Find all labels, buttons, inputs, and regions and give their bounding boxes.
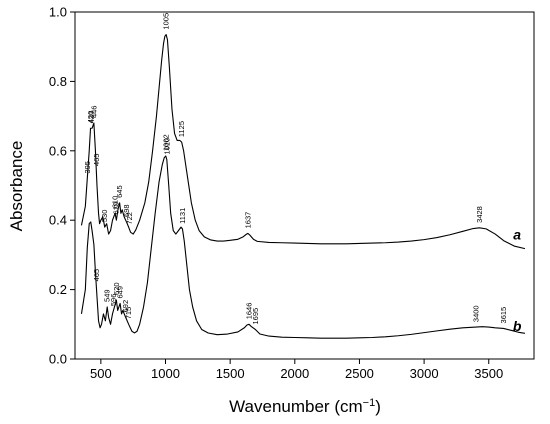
peak-label-b-1: 549 [103, 289, 112, 302]
peak-label-b-2: 596 [109, 294, 118, 307]
peak-label-a-2: 446 [89, 106, 98, 119]
peak-label-b-8: 1010 [162, 138, 171, 155]
y-tick-label-0: 0.0 [49, 352, 67, 367]
peak-label-b-9: 1131 [178, 208, 187, 224]
peak-label-a-14: 3428 [475, 206, 484, 223]
y-tick-label-1: 0.2 [49, 282, 67, 297]
x-axis-title-close: ) [375, 397, 381, 416]
spectrum-line-b [80, 155, 526, 339]
peak-label-a-1: 420 [86, 111, 95, 124]
y-tick-label-2: 0.4 [49, 213, 67, 228]
peak-label-b-6: 715 [124, 307, 133, 320]
x-axis: 500 1000 1500 2000 2500 3000 3500 [90, 359, 503, 381]
series-label-a: a [513, 226, 521, 242]
peak-label-b-4: 649 [116, 286, 125, 299]
x-tick-label-5: 3000 [410, 366, 439, 381]
peak-label-b-3: 620 [112, 282, 121, 295]
peak-label-b-12: 3400 [471, 305, 480, 322]
plot-frame [74, 11, 535, 360]
peak-label-a-13: 1637 [243, 212, 252, 229]
peak-label-b-13: 3615 [499, 307, 508, 324]
x-tick-label-1: 1000 [151, 366, 180, 381]
y-tick-label-3: 0.6 [49, 143, 67, 158]
peak-label-a-11: 1005 [162, 13, 171, 30]
x-tick-label-2: 1500 [216, 366, 245, 381]
peak-label-b-5: 692 [121, 300, 130, 313]
peak-label-a-9: 698 [122, 204, 131, 217]
x-axis-title: Wavenumber (cm−1) [229, 397, 381, 416]
peak-label-a-5: 530 [100, 210, 109, 223]
peak-label-a-3: 427 [87, 111, 96, 124]
y-tick-label-4: 0.8 [49, 74, 67, 89]
spectrum-line-a [80, 34, 526, 250]
y-tick-label-5: 1.0 [49, 5, 67, 20]
peak-label-a-12: 1125 [177, 121, 186, 137]
peak-label-a-0: 395 [83, 161, 92, 174]
x-axis-title-superscript: −1 [363, 397, 376, 409]
x-tick-label-6: 3500 [474, 366, 503, 381]
x-tick-label-3: 2000 [280, 366, 309, 381]
peak-label-b-11: 1695 [251, 308, 260, 325]
peak-label-a-4: 465 [92, 154, 101, 167]
x-tick-label-4: 2500 [345, 366, 374, 381]
y-axis: 0.0 0.2 0.4 0.6 0.8 1.0 [49, 5, 75, 367]
peak-label-b-10: 1646 [245, 303, 254, 320]
y-axis-title: Absorbance [7, 141, 26, 232]
peak-label-a-7: 619 [112, 202, 121, 215]
x-tick-label-0: 500 [90, 366, 112, 381]
peak-label-a-10: 722 [125, 212, 134, 225]
peak-label-b-0: 465 [92, 269, 101, 282]
series-label-b: b [513, 318, 522, 334]
peak-label-a-6: 610 [111, 196, 120, 209]
peak-label-b-7: 1002 [161, 134, 170, 151]
x-axis-title-main: Wavenumber (cm [229, 397, 363, 416]
series-layer: ab [80, 34, 526, 339]
peak-label-a-8: 645 [115, 185, 124, 198]
